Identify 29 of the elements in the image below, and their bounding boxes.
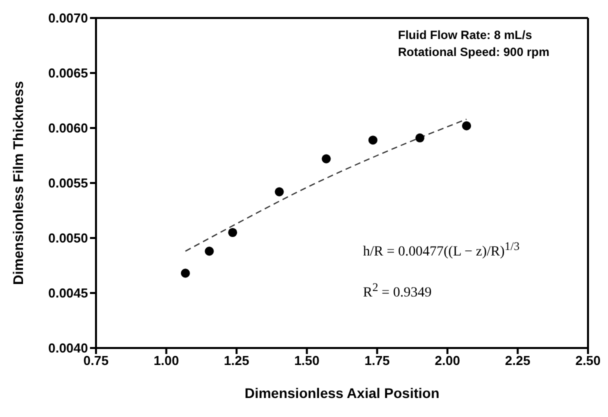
y-tick-label: 0.0060 — [48, 120, 88, 136]
y-tick-label: 0.0050 — [48, 230, 88, 246]
annotation: Fluid Flow Rate: 8 mL/s — [398, 28, 532, 42]
x-tick-label: 0.75 — [83, 353, 109, 368]
x-axis-title: Dimensionless Axial Position — [244, 385, 440, 401]
y-axis-title: Dimensionless Film Thickness — [10, 80, 26, 285]
x-tick-label: 2.25 — [505, 353, 530, 368]
annotation: Rotational Speed: 900 rpm — [398, 45, 550, 59]
point — [462, 121, 472, 130]
point — [180, 268, 190, 278]
x-tick-label: 1.75 — [364, 353, 390, 368]
y-tick-label: 0.0070 — [48, 10, 88, 26]
y-tick-label: 0.0065 — [48, 66, 88, 81]
point — [415, 133, 424, 142]
y-tick-label: 0.0045 — [48, 286, 88, 301]
annotation: h/R = 0.00477((L − z)/R)$^{1/3}$ — [363, 240, 520, 261]
point — [322, 154, 331, 164]
x-tick-label: 1.50 — [294, 353, 320, 368]
y-tick-label: 0.0040 — [48, 340, 88, 356]
y-tick-label: 0.0055 — [48, 176, 88, 191]
annotation: R$^{2}$ = 0.9349 — [363, 281, 432, 302]
point — [228, 228, 238, 238]
point — [368, 136, 378, 145]
x-tick-label: 2.00 — [434, 353, 460, 368]
point — [274, 187, 284, 196]
x-tick-label: 1.00 — [154, 353, 179, 368]
point — [204, 246, 214, 256]
x-tick-label: 2.50 — [575, 353, 601, 368]
x-tick-label: 1.25 — [224, 353, 250, 368]
